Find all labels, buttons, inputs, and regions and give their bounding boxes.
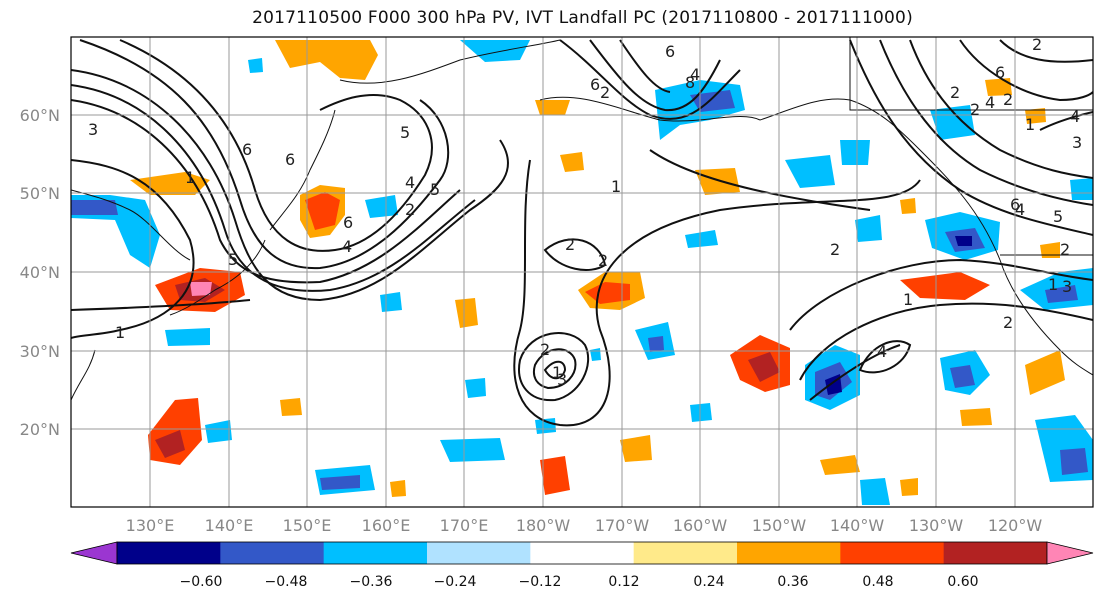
lat-label: 30°N xyxy=(20,342,60,361)
contour-label: 5 xyxy=(400,123,410,142)
colorbar-segment xyxy=(427,542,531,564)
lon-label: 140°W xyxy=(830,516,885,535)
lat-label: 50°N xyxy=(20,184,60,203)
contour-label: 2 xyxy=(950,83,960,102)
colorbar-segment xyxy=(633,542,738,564)
lon-label: 150°W xyxy=(752,516,807,535)
contour-label: 6 xyxy=(995,63,1005,82)
contour-label: 6 xyxy=(285,150,295,169)
contour-label: 4 xyxy=(1070,107,1080,126)
contour-label: 2 xyxy=(1003,90,1013,109)
colorbar-segment xyxy=(220,542,325,564)
contour-label: 2 xyxy=(565,235,575,254)
contour-label: 2 xyxy=(1003,313,1013,332)
colorbar-extend-right xyxy=(1046,541,1094,565)
coastlines xyxy=(71,37,1093,401)
colorbar-tick-labels: −0.60 −0.48 −0.36 −0.24 −0.12 0.12 0.24 … xyxy=(180,574,979,590)
contour-label: 8 xyxy=(685,73,695,92)
lat-label: 60°N xyxy=(20,106,60,125)
lat-label: 40°N xyxy=(20,263,60,282)
colorbar-segment xyxy=(737,542,841,564)
contour-label: 4 xyxy=(690,65,700,84)
contour-label: 5 xyxy=(430,180,440,199)
contour-labels: 3 6 5 1 6 2 4 6 8 2 1 2 1 2 1 2 3 5 6 4 … xyxy=(88,35,1082,389)
contour-label: 5 xyxy=(228,250,238,269)
contour-label: 2 xyxy=(600,83,610,102)
colorbar-tick-label: 0.12 xyxy=(608,574,639,590)
contour-label: 4 xyxy=(1015,200,1025,219)
colorbar-segment xyxy=(323,542,428,564)
colorbar-tick-label: 0.48 xyxy=(862,574,893,590)
latitude-labels: 60°N 50°N 40°N 30°N 20°N xyxy=(20,106,60,439)
contour-label: 2 xyxy=(830,240,840,259)
contour-label: 1 xyxy=(1048,275,1058,294)
colorbar-segment xyxy=(530,542,635,564)
contour-label: 6 xyxy=(242,140,252,159)
contour-label: 4 xyxy=(985,93,995,112)
lon-label: 150°E xyxy=(283,516,332,535)
contour-label: 6 xyxy=(1010,195,1020,214)
contour-label: 3 xyxy=(557,370,567,389)
contour-label: 6 xyxy=(343,213,353,232)
contour-label: 3 xyxy=(1062,277,1072,296)
colorbar-tick-label: −0.36 xyxy=(350,574,393,590)
contour-label: 6 xyxy=(665,42,675,61)
contour-label: 1 xyxy=(115,323,125,342)
colorbar-extend-left xyxy=(70,541,118,565)
ivt-contours xyxy=(71,39,1093,427)
contour-label: 1 xyxy=(903,290,913,309)
colorbar-segment xyxy=(117,542,221,564)
lat-label: 20°N xyxy=(20,420,60,439)
colorbar-tick-label: −0.12 xyxy=(519,574,562,590)
contour-label: 3 xyxy=(1072,133,1082,152)
colorbar-tick-label: −0.24 xyxy=(434,574,477,590)
lon-label: 120°W xyxy=(988,516,1043,535)
lon-label: 160°W xyxy=(673,516,728,535)
colorbar: −0.60 −0.48 −0.36 −0.24 −0.12 0.12 0.24 … xyxy=(70,541,1094,590)
longitude-labels: 130°E 140°E 150°E 160°E 170°E 180°W 170°… xyxy=(126,516,1043,535)
colorbar-tick-label: −0.60 xyxy=(180,574,223,590)
lon-label: 140°E xyxy=(205,516,254,535)
contour-label: 4 xyxy=(405,173,415,192)
contour-label: 5 xyxy=(1053,207,1063,226)
colorbar-tick-label: −0.48 xyxy=(265,574,308,590)
contour-label: 2 xyxy=(598,251,608,270)
colorbar-tick-label: 0.36 xyxy=(777,574,808,590)
colorbar-segment xyxy=(943,542,1048,564)
lon-label: 130°E xyxy=(126,516,175,535)
lon-label: 170°W xyxy=(595,516,650,535)
contour-label: 1 xyxy=(552,363,562,382)
contour-label: 4 xyxy=(877,342,887,361)
contour-label: 6 xyxy=(590,75,600,94)
lon-label: 170°E xyxy=(440,516,489,535)
chart-title: 2017110500 F000 300 hPa PV, IVT Landfall… xyxy=(252,8,913,28)
colorbar-tick-label: 0.60 xyxy=(947,574,978,590)
graticule xyxy=(71,37,1093,507)
contour-label: 4 xyxy=(342,237,352,256)
contour-label: 2 xyxy=(1060,240,1070,259)
contour-label: 1 xyxy=(1025,115,1035,134)
pv-shading xyxy=(71,40,1093,505)
colorbar-tick-label: 0.24 xyxy=(693,574,724,590)
contour-label: 2 xyxy=(1032,35,1042,54)
contour-label: 2 xyxy=(405,200,415,219)
lon-label: 180°W xyxy=(516,516,571,535)
lon-label: 160°E xyxy=(362,516,411,535)
lon-label: 130°W xyxy=(909,516,964,535)
contour-label: 3 xyxy=(88,120,98,139)
contour-label: 2 xyxy=(540,340,550,359)
map-frame xyxy=(70,36,1094,508)
colorbar-segment xyxy=(840,542,945,564)
contour-label: 1 xyxy=(185,168,195,187)
contour-label: 2 xyxy=(970,100,980,119)
contour-label: 1 xyxy=(611,177,621,196)
